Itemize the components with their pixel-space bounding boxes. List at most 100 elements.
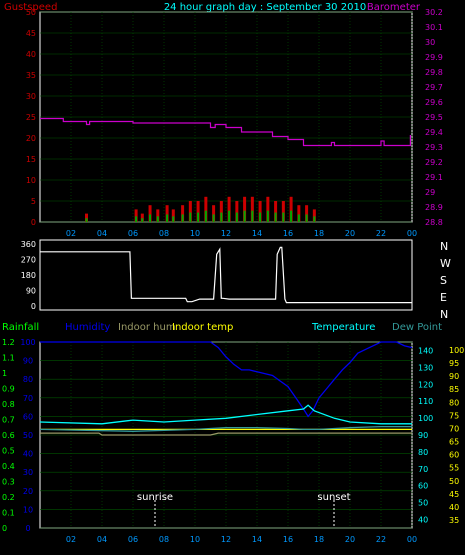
compass-w: W [440,257,451,270]
hour-tick-label: 16 [283,229,293,238]
rainfall-tick-label: 0.9 [2,385,15,394]
sunset-label: sunset [317,492,350,503]
wind-bar [141,218,144,222]
gust-tick-label: 30 [26,92,36,101]
dewpoint-tick-label: 45 [449,490,459,499]
gust-bar [227,196,231,222]
dewpoint-tick-label: 65 [449,438,459,447]
temperature-tick-label: 100 [418,414,433,423]
rainfall-tick-label: 0.5 [2,447,15,456]
legend-dew-point: Dew Point [392,322,442,333]
hour-tick-label: 06 [128,229,138,238]
hour-tick-label: 12 [221,229,231,238]
wind-bar [266,210,269,222]
gust-tick-label: 20 [26,134,36,143]
dewpoint-tick-label: 55 [449,464,459,473]
legend-rainfall: Rainfall [2,322,39,333]
temperature-line [39,404,412,425]
wind-bar [297,214,300,222]
hour-tick-label: 18 [314,229,324,238]
indoor-hum-line [40,432,412,436]
humidity-tick-label: 50 [23,431,33,440]
rainfall-tick-label: 1.2 [2,338,15,347]
barometer-tick-label: 30.1 [425,23,443,32]
temperature-tick-label: 140 [418,346,433,355]
rainfall-tick-label: 0.8 [2,400,15,409]
temperature-tick-label: 120 [418,380,433,389]
gust-tick-label: 25 [26,113,36,122]
wind-bar [313,216,316,222]
legend-indoor-temp: Indoor temp [172,322,233,333]
gust-bar [156,209,160,222]
gust-bar [140,213,144,222]
direction-tick-label: 0 [31,302,36,311]
rainfall-tick-label: 0.2 [2,493,15,502]
wind-bar [305,214,308,222]
barometer-tick-label: 28.8 [425,218,443,227]
wind-bar [251,210,254,222]
rainfall-tick-label: 1 [2,369,7,378]
hour-tick-label: 14 [252,229,262,238]
compass-e: E [440,291,447,304]
gust-tick-label: 10 [26,176,36,185]
compass-n-bottom: N [440,308,448,321]
humidity-tick-label: 40 [23,450,33,459]
temperature-tick-label: 50 [418,499,428,508]
hour-tick-label: 20 [345,229,355,238]
temperature-tick-label: 40 [418,516,428,525]
dewpoint-tick-label: 75 [449,411,459,420]
wind-bar [259,212,262,222]
gust-bar [212,205,216,222]
hour-tick-label: 14 [252,535,262,544]
gust-bar [219,201,223,222]
barometer-tick-label: 29.3 [425,143,443,152]
main-title: 24 hour graph day : September 30 2010 [164,2,366,13]
gust-bar [204,196,208,222]
direction-tick-label: 180 [21,271,36,280]
gust-tick-label: 50 [26,8,36,17]
barometer-tick-label: 29.6 [425,98,443,107]
wind-bar [197,212,200,222]
temperature-tick-label: 130 [418,363,433,372]
wind-bar [156,216,159,222]
wind-bar [228,210,231,222]
gust-bar [165,205,169,222]
gust-bar [134,209,138,222]
gust-bar [289,196,293,222]
hour-tick-label: 04 [97,535,107,544]
barometer-tick-label: 29.9 [425,53,443,62]
barometer-tick-label: 30.2 [425,8,443,17]
wind-bar [212,214,215,222]
gust-tick-label: 40 [26,50,36,59]
temperature-tick-label: 110 [418,397,433,406]
humidity-tick-label: 10 [23,505,33,514]
rainfall-tick-label: 0.3 [2,478,15,487]
rainfall-tick-label: 0 [2,524,7,533]
hour-tick-label: 18 [314,535,324,544]
temperature-tick-label: 80 [418,448,428,457]
gust-bar [188,201,192,222]
wind-bar [172,216,175,222]
wind-bar [290,210,293,222]
gust-tick-label: 15 [26,155,36,164]
barometer-tick-label: 29.2 [425,158,443,167]
rainfall-tick-label: 0.4 [2,462,15,471]
direction-tick-label: 270 [21,256,36,265]
gust-bar [250,196,254,222]
wind-bar [135,216,138,222]
dewpoint-tick-label: 100 [449,346,464,355]
legend-humidity: Humidity [65,322,110,333]
dewpoint-tick-label: 35 [449,516,459,525]
barometer-tick-label: 29 [425,188,435,197]
hour-tick-label: 10 [190,229,200,238]
dewpoint-tick-label: 60 [449,451,459,460]
gust-bar [85,213,88,222]
hour-tick-label: 00 [407,535,417,544]
rainfall-tick-label: 0.6 [2,431,15,440]
hour-tick-label: 04 [97,229,107,238]
barometer-tick-label: 29.4 [425,128,443,137]
hour-tick-label: 00 [407,229,417,238]
gust-bar [181,205,185,222]
humidity-tick-label: 30 [23,468,33,477]
humidity-tick-label: 100 [20,338,35,347]
